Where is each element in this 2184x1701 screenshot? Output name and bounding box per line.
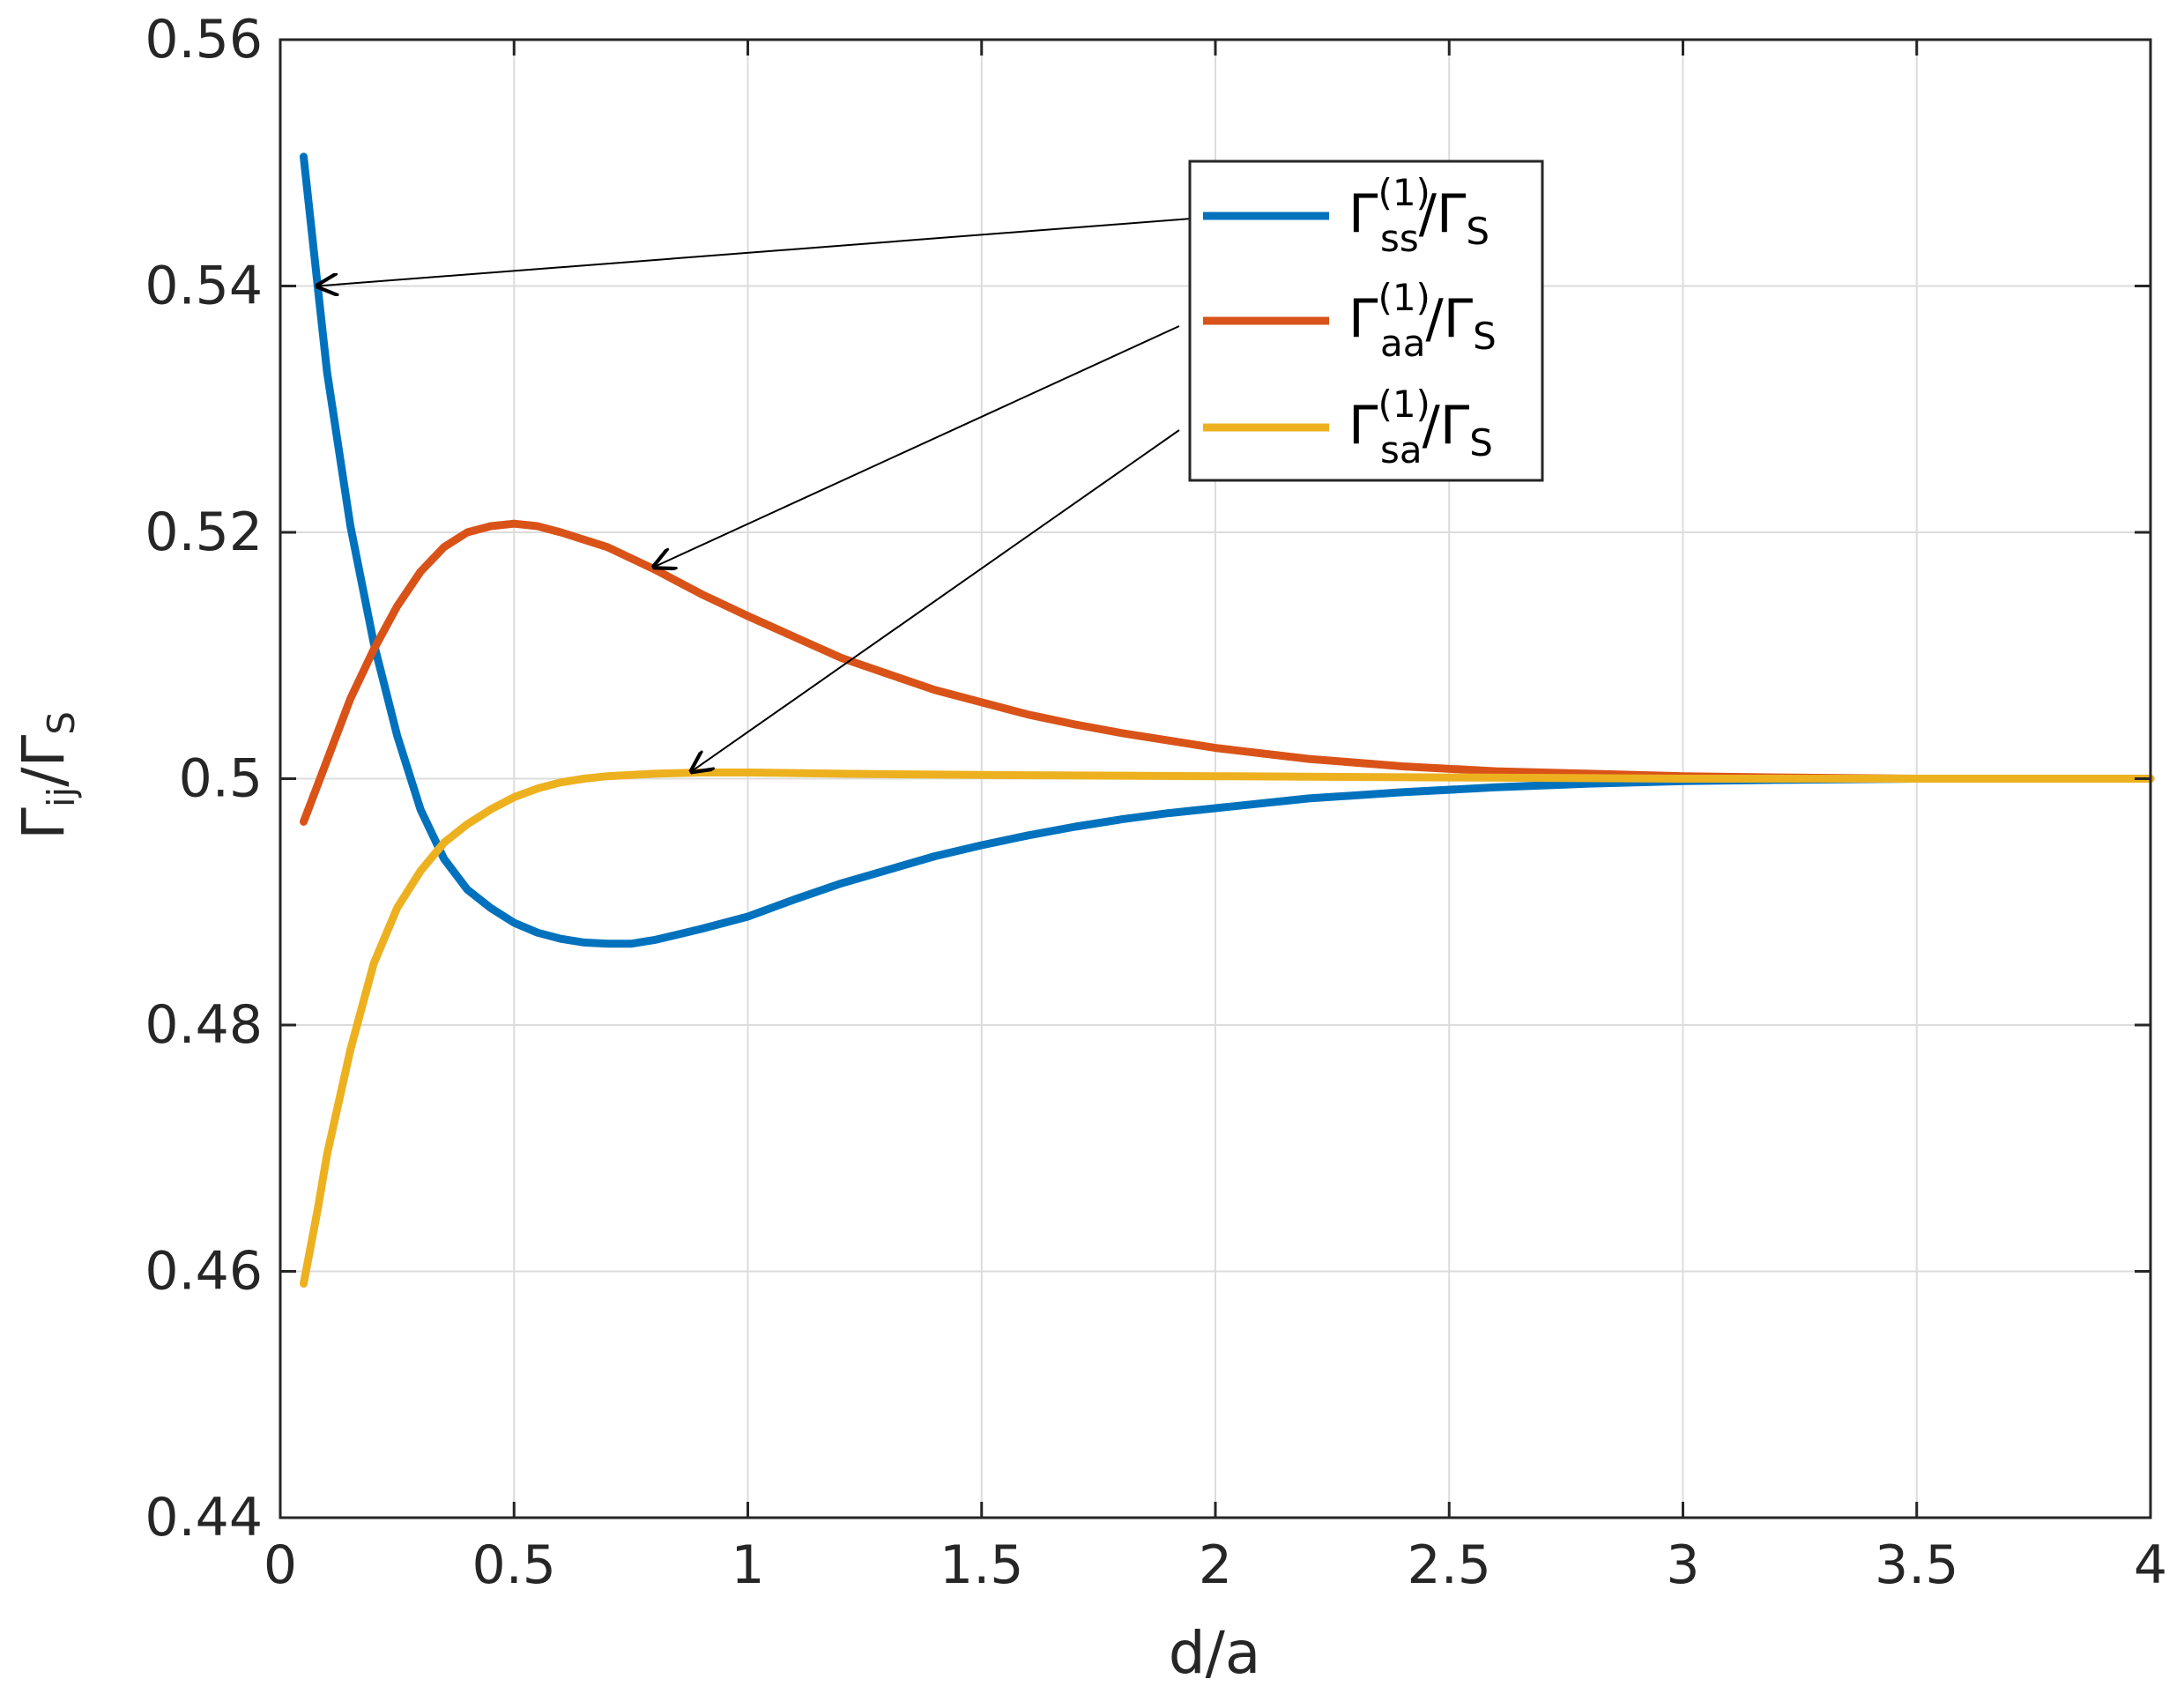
legend-aa-sup: (1) (1378, 276, 1430, 319)
y-tick-label: 0.56 (145, 9, 263, 71)
series-line-ss (300, 152, 2155, 948)
y-axis-label-main: Γ (10, 807, 78, 840)
x-tick-labels: 0 0.5 1 1.5 2 2.5 3 3.5 4 (264, 1534, 2167, 1596)
legend-sa-main: Γ (1348, 395, 1378, 457)
legend-ss-sup: (1) (1378, 171, 1430, 214)
legend-aa-rest-sub: S (1473, 315, 1497, 358)
legend-entry-sa: Γ(1) sa/ΓS (1203, 383, 1493, 472)
x-tick-label: 0 (264, 1534, 297, 1596)
series-line-aa (300, 519, 2155, 826)
annotation-arrows (317, 218, 1192, 771)
y-axis-label-rest-sub: S (40, 711, 83, 735)
annotation-arrow-ss (317, 218, 1192, 286)
y-tick-label: 0.54 (145, 256, 263, 317)
y-tick-labels: 0.44 0.46 0.48 0.5 0.52 0.54 0.56 (145, 9, 263, 1549)
ticks (279, 38, 2152, 1519)
x-tick-label: 4 (2134, 1534, 2167, 1596)
legend-aa-sub: aa (1380, 322, 1425, 365)
x-tick-label: 2.5 (1408, 1534, 1491, 1596)
x-axis-label: d/a (1169, 1619, 1261, 1687)
x-tick-label: 2 (1199, 1534, 1232, 1596)
legend-entry-aa: Γ(1) aa/ΓS (1203, 276, 1497, 365)
y-axis-label-sub: ij (40, 787, 83, 807)
x-tick-label: 1.5 (940, 1534, 1023, 1596)
svg-text:Γ(1)aa/ΓS: Γ(1) aa/ΓS (1348, 276, 1497, 365)
y-axis-label-rest: /Γ (10, 735, 78, 787)
y-tick-label: 0.48 (145, 994, 263, 1056)
x-tick-label: 3 (1666, 1534, 1699, 1596)
svg-text:Γ(1)ss/ΓS: Γ(1) ss/ΓS (1348, 171, 1489, 260)
y-tick-label: 0.44 (145, 1487, 263, 1549)
legend-ss-main: Γ (1348, 183, 1378, 245)
legend-ss-rest-sub: S (1466, 210, 1489, 253)
y-tick-label: 0.52 (145, 501, 263, 563)
annotation-arrow-sa (692, 429, 1180, 771)
svg-text:Γ(1)sa/ΓS: Γ(1) sa/ΓS (1348, 383, 1493, 472)
x-tick-label: 0.5 (472, 1534, 556, 1596)
x-tick-label: 3.5 (1875, 1534, 1958, 1596)
series-layer (300, 152, 2155, 1288)
series-line-sa (300, 769, 2155, 1288)
legend-entry-ss: Γ(1) ss/ΓS (1203, 171, 1489, 260)
legend-aa-main: Γ (1348, 288, 1378, 350)
legend-sa-sup: (1) (1378, 383, 1430, 426)
legend-sa-rest-sub: S (1469, 421, 1493, 464)
legend-ss-sub: ss (1380, 217, 1419, 260)
y-axis-label: Γij/ΓS (10, 711, 83, 840)
legend-sa-rest: /Γ (1423, 395, 1470, 457)
y-tick-label: 0.46 (145, 1241, 263, 1303)
legend-ss-rest: /Γ (1419, 183, 1467, 245)
annotation-arrow-aa (654, 325, 1180, 567)
legend: Γ(1) ss/ΓS Γ(1) aa/ΓS Γ(1) sa/ΓS (1188, 160, 1544, 482)
x-tick-label: 1 (731, 1534, 764, 1596)
legend-sa-sub: sa (1380, 428, 1423, 472)
y-tick-label: 0.5 (179, 748, 263, 810)
legend-aa-rest: /Γ (1425, 288, 1473, 350)
